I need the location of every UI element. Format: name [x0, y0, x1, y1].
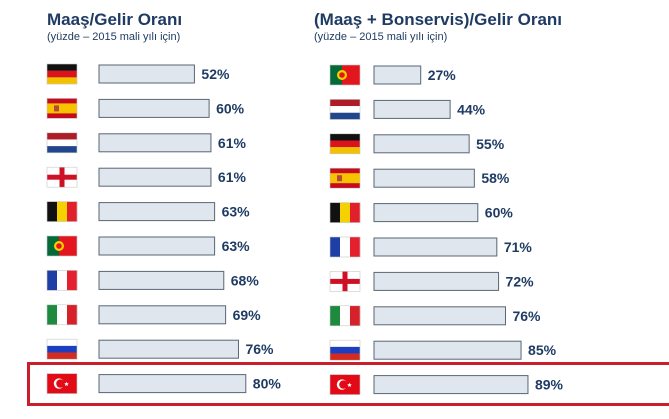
bar [373, 306, 506, 326]
value-label: 58% [481, 170, 510, 186]
value-label: 69% [233, 307, 262, 323]
left-chart-subtitle: (yüzde – 2015 mali yılı için) [47, 31, 181, 43]
right-row-germany: 55% [329, 133, 505, 155]
germany-flag-icon [46, 63, 78, 85]
bar [373, 203, 479, 223]
russia-flag-icon [329, 339, 361, 361]
value-label: 71% [504, 239, 533, 255]
portugal-flag-icon [46, 235, 78, 257]
england-flag-icon [329, 271, 361, 292]
right-chart-title: (Maaş + Bonservis)/Gelir Oranı [314, 10, 563, 29]
italy-flag-icon [46, 304, 78, 326]
value-label: 61% [218, 169, 247, 185]
right-row-portugal: 27% [329, 64, 457, 86]
bar [373, 168, 475, 188]
value-label: 89% [535, 377, 564, 393]
bar [373, 340, 522, 360]
belgium-flag-icon [329, 202, 361, 223]
left-row-russia: 76% [46, 338, 274, 360]
bar [98, 98, 210, 118]
value-label: 44% [457, 101, 486, 117]
value-label: 55% [476, 136, 505, 152]
germany-flag-icon [329, 133, 361, 155]
left-row-germany: 52% [46, 63, 230, 85]
bar [98, 270, 225, 290]
netherlands-flag-icon [329, 99, 361, 120]
portugal-flag-icon [329, 64, 361, 86]
netherlands-flag-icon [46, 132, 78, 154]
left-row-italy: 69% [46, 304, 262, 326]
bar [373, 375, 529, 395]
right-row-russia: 85% [329, 339, 557, 361]
bar [98, 236, 216, 256]
bar [373, 134, 470, 154]
value-label: 61% [218, 135, 247, 151]
spain-flag-icon [46, 98, 78, 119]
right-chart-panel: (Maaş + Bonservis)/Gelir Oranı (yüzde – … [312, 0, 669, 419]
bar [373, 237, 498, 257]
right-row-france: 71% [329, 236, 533, 258]
bar [98, 167, 212, 187]
italy-flag-icon [329, 305, 361, 327]
value-label: 80% [253, 376, 282, 392]
left-row-france: 68% [46, 270, 260, 291]
france-flag-icon [46, 270, 78, 291]
left-chart-panel: Maaş/Gelir Oranı (yüzde – 2015 mali yılı… [0, 0, 330, 419]
belgium-flag-icon [46, 201, 78, 222]
right-row-spain: 58% [329, 167, 510, 189]
right-chart-subtitle: (yüzde – 2015 mali yılı için) [314, 31, 448, 43]
right-row-belgium: 60% [329, 202, 514, 223]
spain-flag-icon [329, 167, 361, 189]
value-label: 76% [245, 341, 274, 357]
value-label: 85% [528, 342, 557, 358]
value-label: 27% [428, 67, 457, 83]
england-flag-icon [46, 166, 78, 188]
left-row-england: 61% [46, 166, 247, 188]
bar [98, 133, 212, 153]
right-row-netherlands: 44% [329, 99, 486, 120]
value-label: 68% [231, 272, 260, 288]
left-chart-title: Maaş/Gelir Oranı [47, 10, 183, 29]
value-label: 72% [506, 273, 535, 289]
bar [373, 271, 500, 291]
value-label: 60% [485, 205, 514, 221]
bar [98, 374, 247, 394]
bar [98, 202, 216, 222]
right-row-england: 72% [329, 271, 535, 292]
left-row-turkey: 80% [46, 373, 282, 394]
turkey-flag-icon [329, 374, 361, 395]
turkey-flag-icon [46, 373, 78, 394]
bar [373, 65, 422, 85]
value-label: 63% [222, 238, 251, 254]
bar [98, 64, 195, 84]
value-label: 52% [201, 66, 230, 82]
value-label: 63% [222, 204, 251, 220]
right-row-turkey: 89% [329, 374, 564, 395]
left-row-belgium: 63% [46, 201, 251, 222]
left-row-spain: 60% [46, 98, 245, 119]
bar [373, 99, 451, 119]
value-label: 76% [512, 308, 541, 324]
left-row-portugal: 63% [46, 235, 251, 257]
russia-flag-icon [46, 338, 78, 360]
right-row-italy: 76% [329, 305, 541, 327]
left-row-netherlands: 61% [46, 132, 247, 154]
bar [98, 305, 227, 325]
bar [98, 339, 239, 359]
france-flag-icon [329, 236, 361, 258]
turkey-highlight-box [27, 362, 669, 406]
value-label: 60% [216, 100, 245, 116]
